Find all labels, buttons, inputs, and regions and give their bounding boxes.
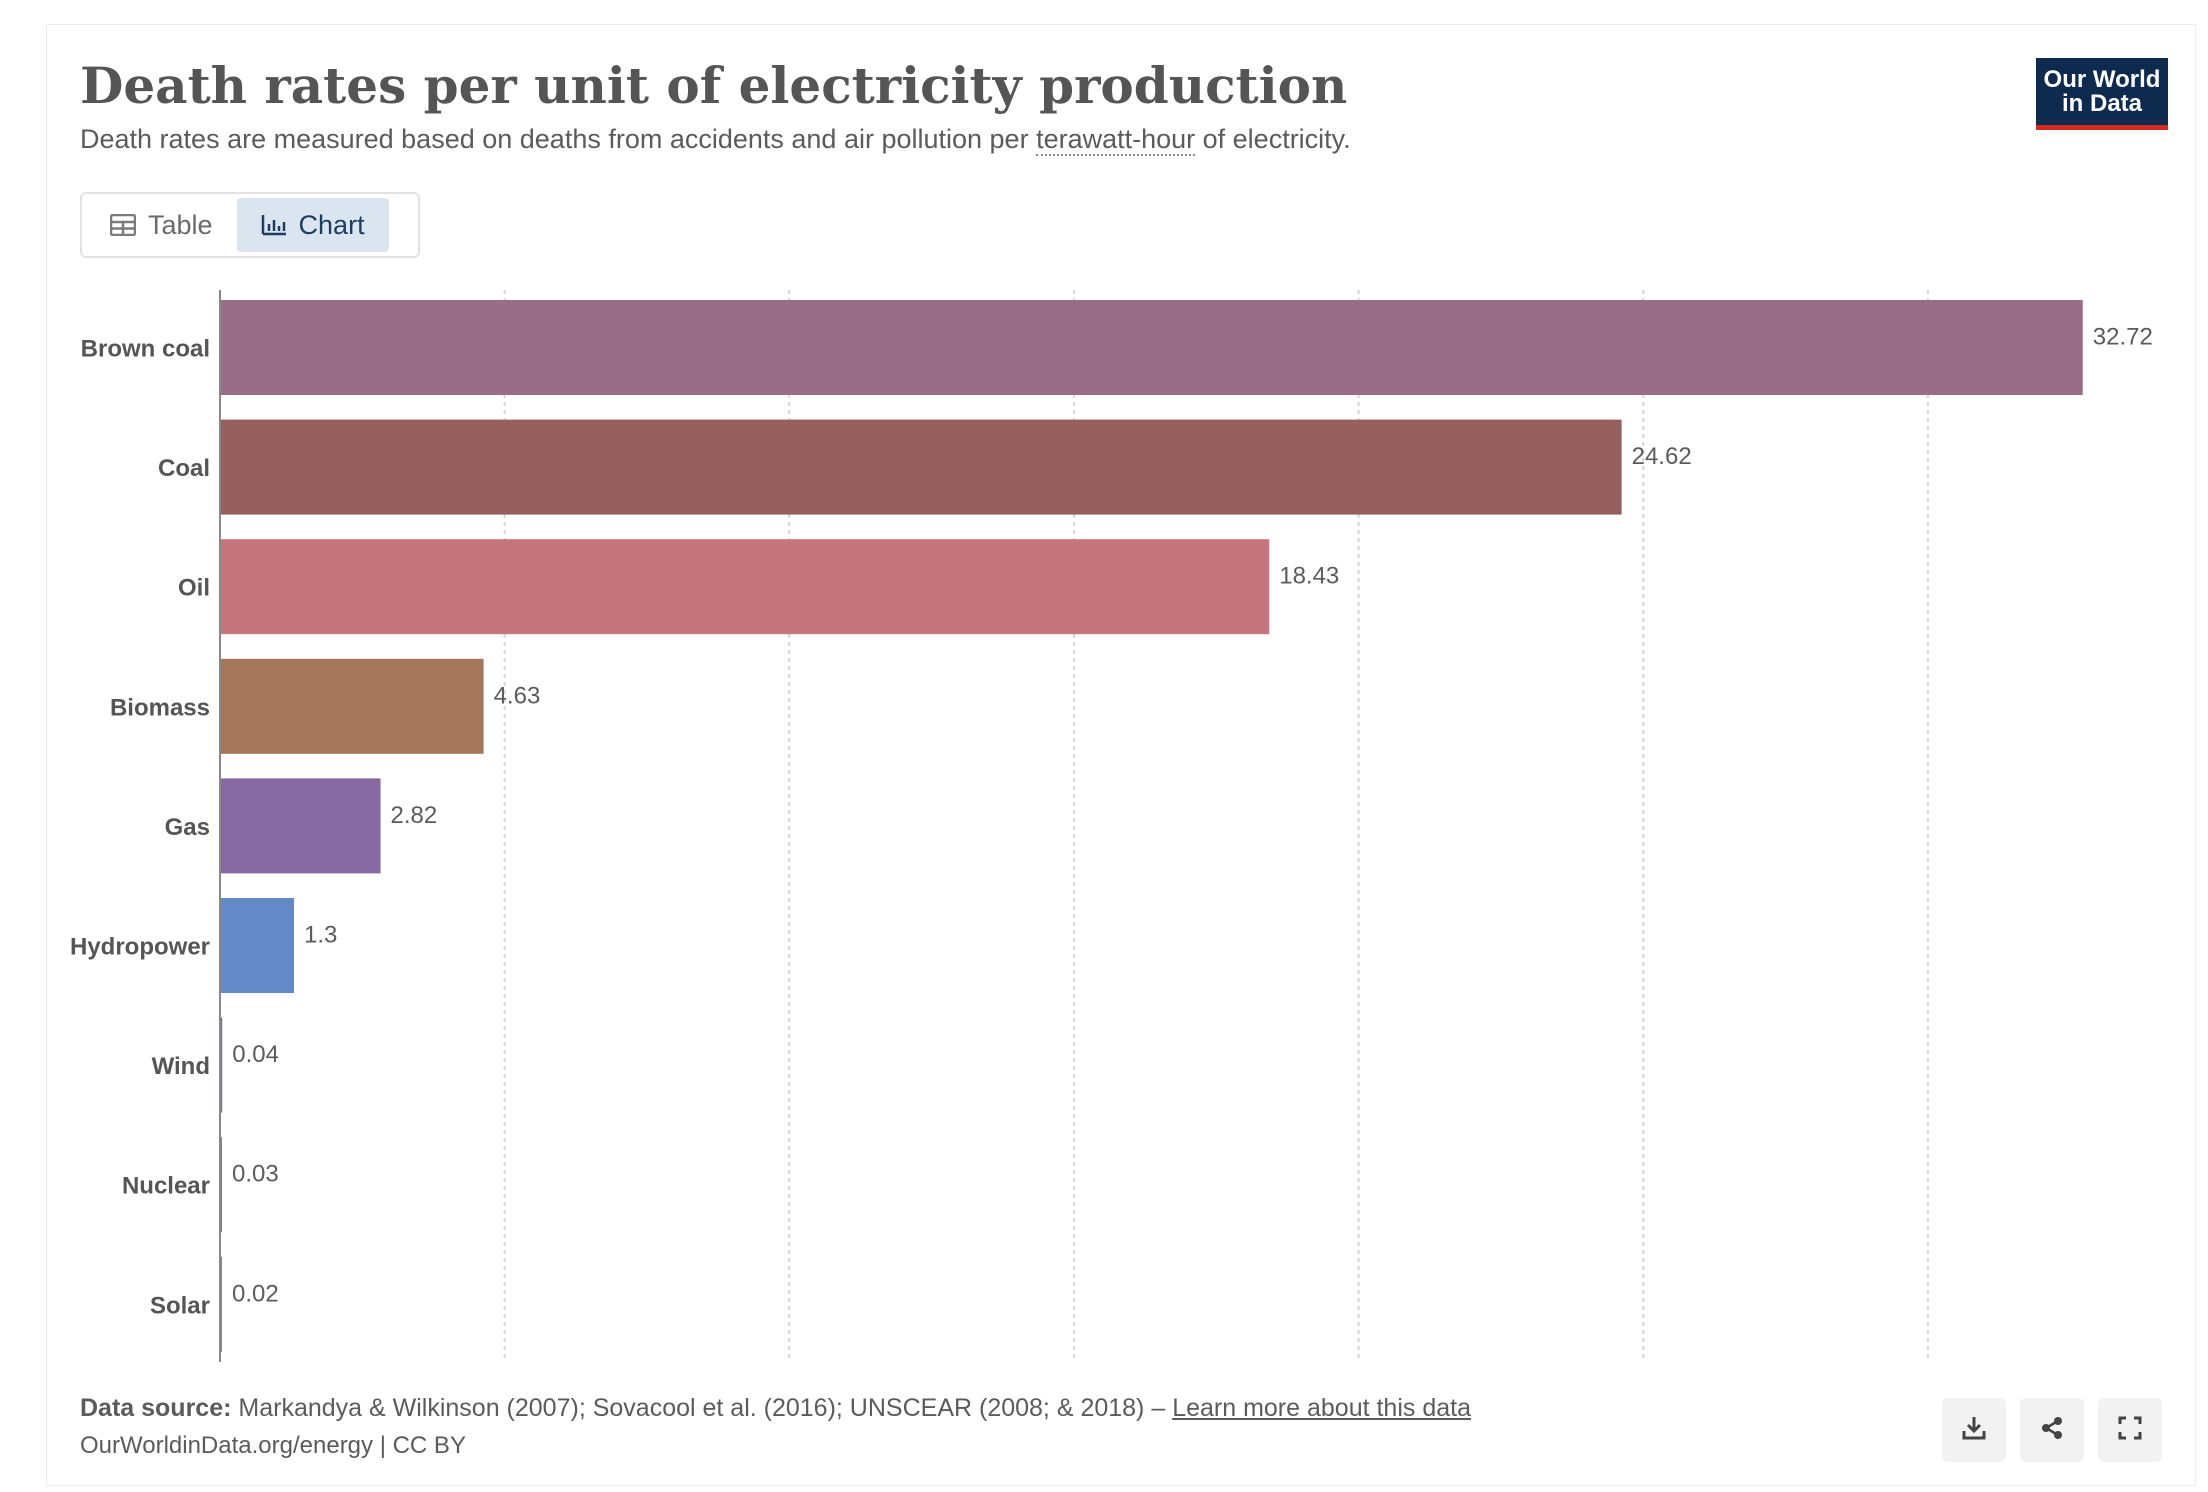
category-label: Brown coal — [81, 336, 210, 363]
chart-card — [46, 24, 2196, 1486]
data-source-label: Data source: — [80, 1394, 232, 1422]
bar — [220, 658, 484, 754]
category-label: Biomass — [110, 694, 210, 721]
chart-subtitle: Death rates are measured based on deaths… — [80, 124, 1351, 156]
table-icon — [110, 214, 136, 236]
value-label: 24.62 — [1632, 443, 1692, 470]
bar — [220, 539, 1270, 635]
value-label: 4.63 — [494, 682, 541, 709]
download-button[interactable] — [1942, 1398, 2006, 1462]
logo-line-2: in Data — [2061, 89, 2142, 117]
bar — [220, 898, 295, 993]
share-icon — [2038, 1414, 2066, 1447]
chart-icon — [261, 214, 287, 236]
bar — [220, 1017, 223, 1113]
value-label: 2.82 — [391, 802, 438, 829]
tab-table[interactable]: Table — [86, 198, 237, 252]
value-label: 0.04 — [232, 1041, 279, 1068]
tab-chart[interactable]: Chart — [236, 198, 389, 252]
download-icon — [1960, 1414, 1988, 1447]
bar — [220, 778, 381, 874]
tab-table-label: Table — [148, 209, 213, 240]
category-label: Wind — [152, 1053, 210, 1080]
fullscreen-icon — [2116, 1414, 2144, 1447]
tab-chart-label: Chart — [298, 209, 365, 240]
category-label: Coal — [158, 455, 210, 482]
fullscreen-button[interactable] — [2098, 1398, 2162, 1462]
category-label: Hydropower — [70, 934, 210, 961]
category-label: Oil — [178, 575, 210, 602]
subtitle-text-end: of electricity. — [1195, 124, 1351, 154]
category-label: Solar — [150, 1292, 210, 1319]
owid-logo[interactable]: Our World in Data — [2036, 58, 2168, 130]
category-label: Nuclear — [122, 1173, 210, 1200]
bar — [220, 300, 2083, 395]
data-source-text: Markandya & Wilkinson (2007); Sovacool e… — [231, 1394, 1173, 1422]
subtitle-text: Death rates are measured based on deaths… — [80, 124, 1037, 154]
learn-more-link[interactable]: Learn more about this data — [1172, 1394, 1471, 1422]
footer-url: OurWorldinData.org/energy | CC BY — [80, 1432, 466, 1459]
value-label: 0.02 — [232, 1280, 279, 1307]
data-source: Data source: Markandya & Wilkinson (2007… — [80, 1394, 1471, 1423]
share-button[interactable] — [2020, 1398, 2084, 1462]
value-label: 1.3 — [304, 922, 337, 949]
terawatt-hour-link[interactable]: terawatt-hour — [1036, 124, 1196, 156]
value-label: 0.03 — [232, 1161, 279, 1188]
view-tabs: Table Chart — [80, 192, 420, 258]
category-label: Gas — [165, 814, 210, 841]
value-label: 18.43 — [1279, 563, 1339, 590]
value-label: 32.72 — [2093, 324, 2153, 351]
bar — [220, 419, 1622, 515]
logo-line-1: Our World — [2043, 65, 2161, 93]
chart-title: Death rates per unit of electricity prod… — [80, 56, 1348, 115]
